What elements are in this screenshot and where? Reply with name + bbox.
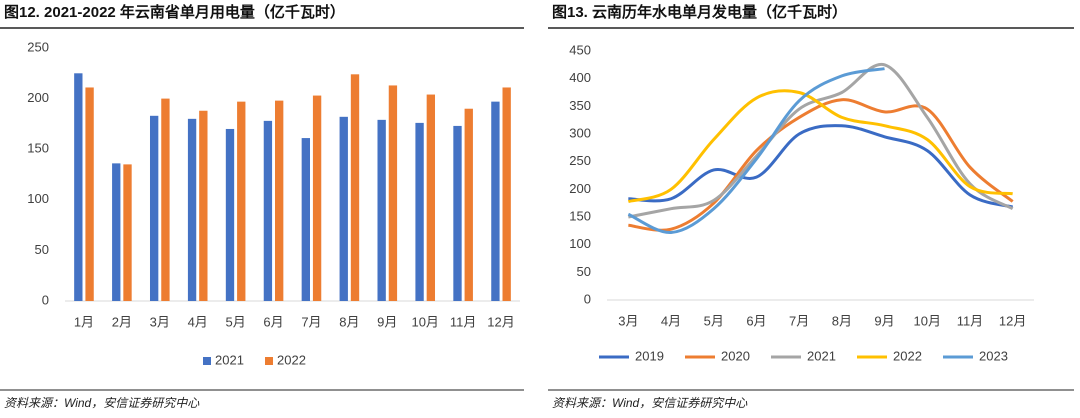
x-tick-label: 6月 bbox=[263, 314, 283, 329]
bar bbox=[149, 115, 159, 301]
x-tick-label: 10月 bbox=[914, 313, 941, 328]
line bbox=[627, 67, 885, 234]
bar bbox=[187, 118, 197, 301]
line bbox=[628, 63, 1014, 219]
bar bbox=[464, 108, 473, 301]
y-tick-label: 250 bbox=[27, 39, 49, 54]
bar bbox=[263, 120, 273, 301]
y-tick-label: 0 bbox=[42, 292, 49, 307]
x-tick-label: 7月 bbox=[301, 314, 321, 329]
y-tick-label: 200 bbox=[569, 181, 591, 196]
x-tick-label: 7月 bbox=[789, 313, 809, 328]
bar bbox=[426, 94, 436, 301]
legend-label: 2021 bbox=[215, 352, 244, 367]
x-tick-label: 4月 bbox=[188, 314, 208, 329]
bar bbox=[161, 98, 170, 301]
y-tick-label: 150 bbox=[569, 208, 591, 223]
y-tick-label: 100 bbox=[569, 236, 591, 251]
bar bbox=[339, 116, 348, 301]
legend-swatch bbox=[203, 357, 211, 365]
bar bbox=[275, 100, 284, 302]
legend-label: 2020 bbox=[721, 348, 750, 363]
y-tick-label: 450 bbox=[569, 42, 591, 57]
y-tick-label: 250 bbox=[569, 153, 591, 168]
legend-label: 2022 bbox=[893, 348, 922, 363]
bar bbox=[85, 87, 94, 301]
source: 资料来源：Wind，安信证券研究中心 bbox=[4, 396, 200, 410]
source: 资料来源：Wind，安信证券研究中心 bbox=[552, 396, 748, 410]
bar bbox=[199, 110, 208, 301]
x-tick-label: 1月 bbox=[74, 314, 94, 329]
bar bbox=[453, 125, 462, 301]
x-tick-label: 9月 bbox=[377, 314, 397, 329]
x-tick-label: 4月 bbox=[661, 313, 681, 328]
line bbox=[628, 124, 1014, 209]
y-tick-label: 400 bbox=[569, 70, 591, 85]
y-tick-label: 0 bbox=[584, 291, 591, 306]
legend-label: 2019 bbox=[635, 348, 664, 363]
bar bbox=[388, 85, 398, 301]
chart-title: 图12. 2021-2022 年云南省单月用电量（亿千瓦时） bbox=[4, 3, 345, 21]
chart-title: 图13. 云南历年水电单月发电量（亿千瓦时） bbox=[552, 3, 847, 21]
y-tick-label: 200 bbox=[27, 90, 49, 105]
legend-label: 2023 bbox=[979, 348, 1008, 363]
x-tick-label: 12月 bbox=[487, 314, 514, 329]
x-tick-label: 9月 bbox=[874, 313, 894, 328]
y-tick-label: 150 bbox=[27, 141, 49, 156]
legend-swatch bbox=[265, 357, 273, 365]
bar bbox=[415, 122, 424, 301]
bar bbox=[74, 73, 83, 301]
bar bbox=[491, 101, 500, 301]
bar bbox=[377, 119, 386, 302]
x-tick-label: 12月 bbox=[999, 313, 1026, 328]
y-tick-label: 300 bbox=[569, 125, 591, 140]
x-tick-label: 6月 bbox=[746, 313, 766, 328]
x-tick-label: 11月 bbox=[957, 313, 984, 328]
bar bbox=[350, 74, 360, 301]
bar bbox=[237, 101, 246, 301]
x-tick-label: 5月 bbox=[226, 314, 246, 329]
x-tick-label: 3月 bbox=[150, 314, 170, 329]
x-tick-label: 8月 bbox=[832, 313, 852, 328]
legend-label: 2021 bbox=[807, 348, 836, 363]
x-tick-label: 5月 bbox=[704, 313, 724, 328]
bar bbox=[502, 87, 511, 301]
y-tick-label: 50 bbox=[35, 242, 49, 257]
x-tick-label: 3月 bbox=[618, 313, 638, 328]
line bbox=[627, 89, 1013, 203]
x-tick-label: 10月 bbox=[411, 314, 438, 329]
bar bbox=[123, 164, 132, 301]
legend-label: 2022 bbox=[277, 352, 306, 367]
y-tick-label: 350 bbox=[569, 98, 591, 113]
bar bbox=[301, 138, 310, 301]
y-tick-label: 50 bbox=[577, 264, 591, 279]
x-tick-label: 2月 bbox=[112, 314, 132, 329]
bar bbox=[112, 163, 121, 301]
y-tick-label: 100 bbox=[27, 191, 49, 206]
x-tick-label: 11月 bbox=[450, 314, 477, 329]
bar bbox=[312, 95, 322, 302]
bar bbox=[225, 128, 235, 301]
x-tick-label: 8月 bbox=[339, 314, 359, 329]
